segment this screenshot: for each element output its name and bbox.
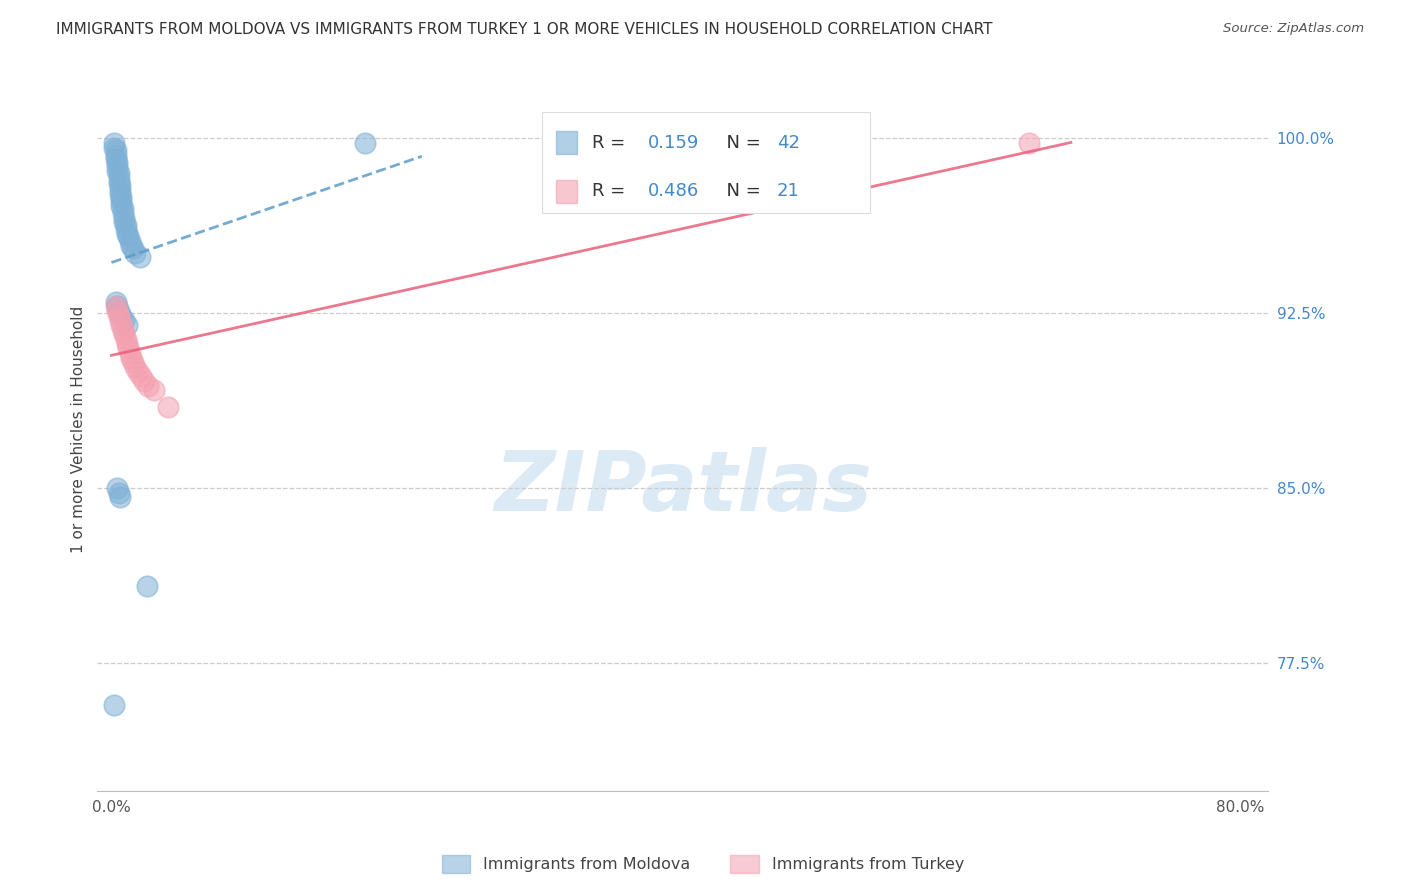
Point <box>135 579 157 593</box>
Point <box>128 251 150 265</box>
Text: R =: R = <box>592 182 630 200</box>
Point <box>107 166 129 180</box>
Point <box>108 178 131 192</box>
Point <box>107 304 129 318</box>
Point <box>108 491 131 505</box>
Point <box>105 154 128 169</box>
Point <box>111 206 134 220</box>
Text: ZIPatlas: ZIPatlas <box>494 447 872 528</box>
Point <box>103 698 125 712</box>
Point <box>107 309 129 323</box>
Point <box>112 211 135 225</box>
Point <box>114 222 136 236</box>
Point <box>117 341 139 355</box>
Point <box>110 318 132 332</box>
Text: 0.486: 0.486 <box>648 182 699 200</box>
Point <box>103 141 125 155</box>
Point <box>120 238 142 252</box>
Point <box>107 176 129 190</box>
Point <box>354 136 377 150</box>
Point <box>112 327 135 342</box>
Point <box>118 346 141 360</box>
Point <box>108 187 131 202</box>
Point <box>115 227 138 241</box>
Point <box>115 318 138 332</box>
Point <box>127 365 149 379</box>
Point <box>111 202 134 216</box>
Text: R =: R = <box>592 134 630 152</box>
Point <box>132 374 155 388</box>
Point <box>112 313 135 327</box>
Point <box>105 304 128 318</box>
Point <box>112 215 135 229</box>
Point <box>110 194 132 209</box>
Point <box>103 136 125 150</box>
Point <box>105 164 128 178</box>
Point <box>115 336 138 351</box>
Point <box>114 332 136 346</box>
Point <box>124 245 146 260</box>
Point <box>104 143 127 157</box>
Text: N =: N = <box>714 182 766 200</box>
Text: 0.159: 0.159 <box>648 134 699 152</box>
Point <box>121 355 143 369</box>
Point <box>117 229 139 244</box>
Point <box>121 241 143 255</box>
Text: 42: 42 <box>776 134 800 152</box>
Point <box>156 400 179 414</box>
Text: 21: 21 <box>776 182 800 200</box>
Point <box>110 309 132 323</box>
Point <box>142 383 165 397</box>
Point <box>118 234 141 248</box>
Point <box>107 485 129 500</box>
Text: IMMIGRANTS FROM MOLDOVA VS IMMIGRANTS FROM TURKEY 1 OR MORE VEHICLES IN HOUSEHOL: IMMIGRANTS FROM MOLDOVA VS IMMIGRANTS FR… <box>56 22 993 37</box>
Point <box>114 218 136 232</box>
Point <box>104 148 127 162</box>
Point <box>124 359 146 374</box>
Point <box>110 190 132 204</box>
Point <box>1018 136 1040 150</box>
Point <box>136 378 159 392</box>
Point <box>129 369 152 384</box>
Point <box>107 171 129 186</box>
Point <box>108 313 131 327</box>
Point <box>104 299 127 313</box>
FancyBboxPatch shape <box>543 112 870 213</box>
Text: N =: N = <box>714 134 766 152</box>
Point <box>108 183 131 197</box>
FancyBboxPatch shape <box>557 179 578 203</box>
Point <box>105 481 128 495</box>
Y-axis label: 1 or more Vehicles in Household: 1 or more Vehicles in Household <box>72 306 86 554</box>
Legend: Immigrants from Moldova, Immigrants from Turkey: Immigrants from Moldova, Immigrants from… <box>436 848 970 880</box>
Point <box>104 294 127 309</box>
Point <box>120 351 142 365</box>
Text: Source: ZipAtlas.com: Source: ZipAtlas.com <box>1223 22 1364 36</box>
Point <box>111 323 134 337</box>
Point <box>110 199 132 213</box>
Point <box>104 153 127 167</box>
Point <box>105 299 128 313</box>
Point <box>105 160 128 174</box>
FancyBboxPatch shape <box>557 131 578 154</box>
